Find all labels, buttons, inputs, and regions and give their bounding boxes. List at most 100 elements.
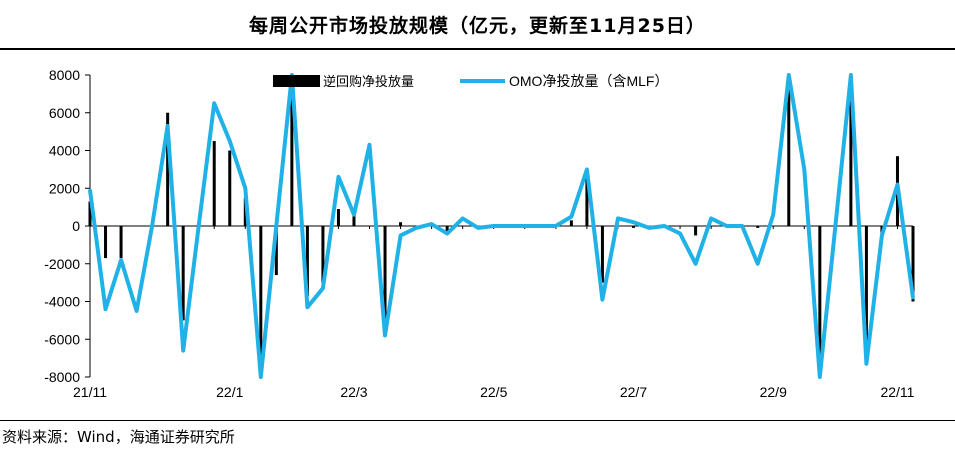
omo-line-point — [414, 226, 418, 230]
y-tick-label: -6000 — [44, 331, 80, 347]
omo-line-point — [631, 220, 636, 224]
bar — [849, 78, 853, 227]
omo-line-point — [818, 375, 822, 379]
omo-line-point — [554, 224, 558, 228]
omo-line-point — [771, 213, 775, 217]
omo-line-point — [461, 216, 465, 221]
omo-line-point — [600, 298, 605, 302]
x-tick-label: 22/1 — [216, 384, 243, 400]
omo-line-point — [197, 224, 201, 228]
bar — [585, 173, 589, 226]
chart-title-bar: 每周公开市场投放规模（亿元，更新至11月25日） — [0, 0, 955, 48]
omo-line-point — [911, 296, 915, 300]
omo-line-point — [507, 224, 511, 228]
bar — [336, 209, 340, 226]
y-tick-label: -8000 — [44, 369, 80, 385]
y-tick-label: 0 — [72, 218, 80, 234]
omo-line-point — [709, 216, 713, 221]
bar — [305, 226, 309, 296]
x-tick-label: 21/11 — [73, 384, 107, 400]
omo-line-point — [647, 226, 651, 230]
omo-line-point — [243, 186, 247, 190]
x-tick-label: 22/5 — [480, 384, 507, 400]
legend: 逆回购净投放量 OMO净投放量（含MLF） — [273, 73, 668, 89]
omo-line-point — [103, 307, 108, 311]
x-tick-label: 22/3 — [340, 384, 367, 400]
omo-line-point — [321, 286, 325, 290]
y-tick-label: 4000 — [49, 143, 80, 159]
omo-line-point — [305, 305, 309, 309]
y-tick-label: 6000 — [49, 105, 80, 121]
omo-line-point — [538, 224, 542, 228]
bar — [88, 201, 92, 226]
chart-title: 每周公开市场投放规模（亿元，更新至11月25日） — [249, 14, 706, 37]
omo-line-point — [585, 167, 589, 171]
omo-line-point — [740, 224, 744, 228]
omo-line — [88, 73, 915, 379]
bar — [445, 226, 449, 232]
omo-line-point — [849, 73, 853, 77]
y-tick-label: 2000 — [49, 180, 80, 196]
omo-line-point — [895, 182, 900, 187]
bar — [119, 226, 123, 259]
omo-line-point — [864, 362, 869, 366]
omo-line-point — [678, 231, 682, 236]
bar — [104, 226, 108, 259]
x-tick-label: 22/7 — [620, 384, 647, 400]
bar — [399, 222, 403, 226]
bar — [352, 210, 356, 226]
omo-line-point — [166, 124, 170, 128]
bar — [569, 220, 573, 226]
omo-line-point — [880, 233, 884, 238]
bar — [694, 226, 698, 236]
source-divider — [0, 420, 955, 421]
x-tick-label: 22/11 — [880, 384, 914, 400]
bar — [383, 226, 387, 321]
title-divider — [0, 48, 955, 50]
omo-line-point — [274, 224, 278, 228]
omo-line-point — [833, 224, 837, 228]
omo-line-point — [228, 139, 232, 143]
bar — [787, 80, 791, 226]
line-series-group — [88, 73, 915, 379]
omo-line-point — [445, 231, 449, 236]
omo-line-point — [259, 375, 263, 379]
bar — [290, 93, 294, 226]
omo-line-point — [694, 262, 698, 266]
omo-line-point — [756, 262, 760, 266]
omo-line-point — [383, 333, 387, 338]
omo-line-point — [787, 73, 791, 77]
omo-line-point — [492, 224, 496, 228]
y-tick-label: -4000 — [44, 294, 80, 310]
bar — [212, 141, 216, 226]
bar-series-group — [88, 78, 915, 377]
bar — [166, 112, 170, 226]
legend-bar-label: 逆回购净投放量 — [323, 74, 414, 89]
omo-line-point — [725, 224, 729, 228]
omo-line-point — [88, 188, 92, 192]
y-tick-label: -2000 — [44, 256, 80, 272]
y-tick-label: 8000 — [49, 67, 80, 83]
omo-line-point — [181, 348, 185, 353]
bar — [274, 226, 278, 276]
omo-line-point — [662, 224, 667, 228]
bar — [631, 226, 635, 228]
omo-line-point — [616, 216, 620, 221]
bar — [756, 226, 760, 228]
legend-line-label: OMO净投放量（含MLF） — [509, 73, 668, 89]
omo-line-point — [212, 101, 216, 105]
bar — [864, 226, 868, 364]
omo-line-point — [352, 213, 356, 217]
chart-area: 8000 6000 4000 2000 0 -2000 -4000 -6000 -800021/… — [44, 67, 915, 400]
omo-line-point — [336, 175, 341, 179]
bar — [321, 226, 325, 283]
x-tick-label: 22/9 — [760, 384, 787, 400]
legend-bar-swatch — [273, 75, 320, 87]
omo-line-point — [476, 226, 480, 230]
omo-line-point — [119, 258, 123, 262]
bar — [600, 226, 604, 283]
source-note: 资料来源：Wind，海通证券研究所 — [2, 428, 235, 446]
bar — [181, 226, 185, 321]
omo-line-point — [134, 309, 139, 313]
omo-line-point — [398, 233, 403, 238]
